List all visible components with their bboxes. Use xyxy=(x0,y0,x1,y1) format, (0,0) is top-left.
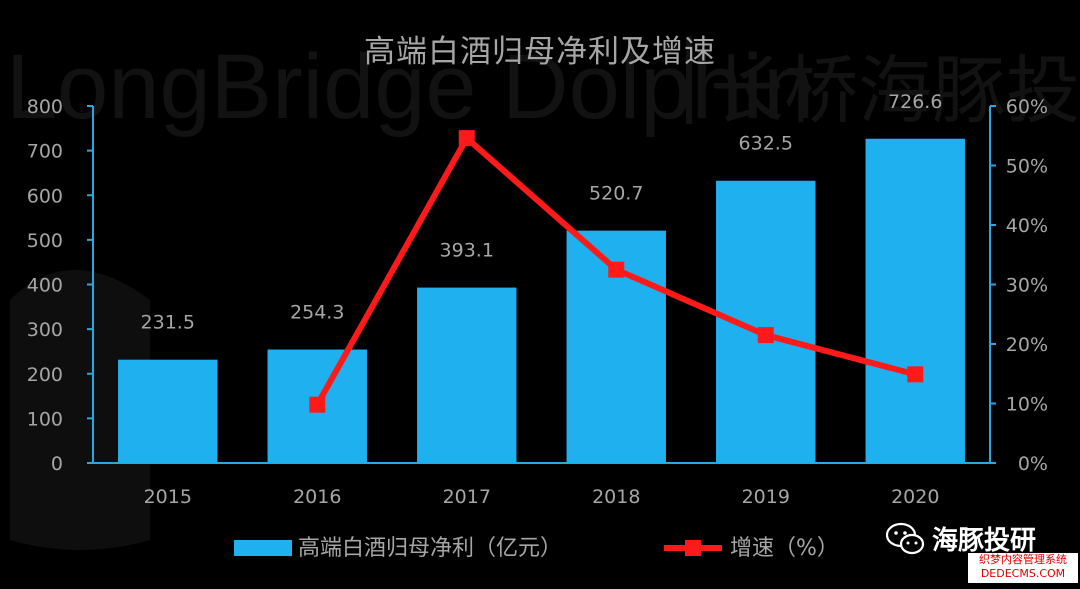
growth-point xyxy=(458,130,475,147)
y-left-tick-label: 100 xyxy=(27,408,63,430)
legend-line-marker xyxy=(685,540,701,556)
bar xyxy=(417,287,517,463)
bar-data-label: 632.5 xyxy=(739,133,793,155)
watermark-text-cn: 长桥海豚投研 xyxy=(710,49,1080,132)
y-right-tick-label: 20% xyxy=(1006,334,1048,356)
growth-point xyxy=(608,261,625,278)
y-right-tick-label: 10% xyxy=(1006,394,1048,416)
x-tick-label: 2017 xyxy=(443,486,491,508)
growth-point xyxy=(907,366,924,383)
brand: 海豚投研 xyxy=(886,520,1036,557)
legend-bar-label: 高端白酒归母净利（亿元） xyxy=(298,536,562,561)
axes: 0 100 200 300 400 500 600 700 800 0% 10% 20% 30% 40% 5… xyxy=(27,96,1048,508)
bar-data-label: 231.5 xyxy=(141,312,195,334)
source-stamp-line2: DEDECMS.COM xyxy=(980,567,1066,580)
source-stamp-line1: 织梦内容管理系统 xyxy=(979,553,1067,566)
y-left-tick-label: 600 xyxy=(27,185,63,207)
bar xyxy=(865,138,965,463)
bar-data-label: 254.3 xyxy=(290,302,344,324)
y-right-tick-label: 0% xyxy=(1018,453,1048,475)
watermark-divider xyxy=(686,36,692,124)
y-right-tick-label: 50% xyxy=(1006,156,1048,178)
source-stamp: 织梦内容管理系统 DEDECMS.COM xyxy=(968,553,1078,583)
x-tick-label: 2015 xyxy=(144,486,192,508)
bar-data-label: 393.1 xyxy=(440,240,494,262)
wechat-icon xyxy=(886,522,925,554)
bar-data-label: 726.6 xyxy=(888,91,942,113)
x-tick-label: 2019 xyxy=(742,486,790,508)
y-left-tick-label: 300 xyxy=(27,319,63,341)
y-left-tick-label: 500 xyxy=(27,230,63,252)
y-right-tick-label: 40% xyxy=(1006,215,1048,237)
bar xyxy=(118,359,218,463)
x-tick-label: 2016 xyxy=(293,486,341,508)
watermark-text-en: LongBridge Dolphin xyxy=(6,36,814,138)
brand-name: 海豚投研 xyxy=(932,526,1037,556)
growth-point xyxy=(757,327,774,344)
x-tick-label: 2018 xyxy=(592,486,640,508)
y-right-tick-label: 60% xyxy=(1006,96,1048,118)
growth-line-series xyxy=(309,130,924,413)
y-left-tick-label: 400 xyxy=(27,275,63,297)
legend-bar-swatch xyxy=(234,540,292,556)
watermark: LongBridge Dolphin 长桥海豚投研 xyxy=(6,36,1080,550)
y-left-tick-label: 200 xyxy=(27,364,63,386)
y-left-tick-label: 700 xyxy=(27,141,63,163)
x-tick-label: 2020 xyxy=(891,486,939,508)
y-right-tick-label: 30% xyxy=(1006,275,1048,297)
chart-title: 高端白酒归母净利及增速 xyxy=(364,34,716,70)
y-left-tick-label: 0 xyxy=(51,453,63,475)
legend: 高端白酒归母净利（亿元） 增速（%） xyxy=(234,536,839,561)
y-left-tick-label: 800 xyxy=(27,96,63,118)
watermark-logo-icon xyxy=(10,270,150,550)
bar-data-label: 520.7 xyxy=(589,183,643,205)
legend-line-label: 增速（%） xyxy=(730,536,839,561)
growth-point xyxy=(309,396,326,413)
bar-series: 231.5 254.3 393.1 520.7 632.5 726.6 xyxy=(118,91,965,463)
